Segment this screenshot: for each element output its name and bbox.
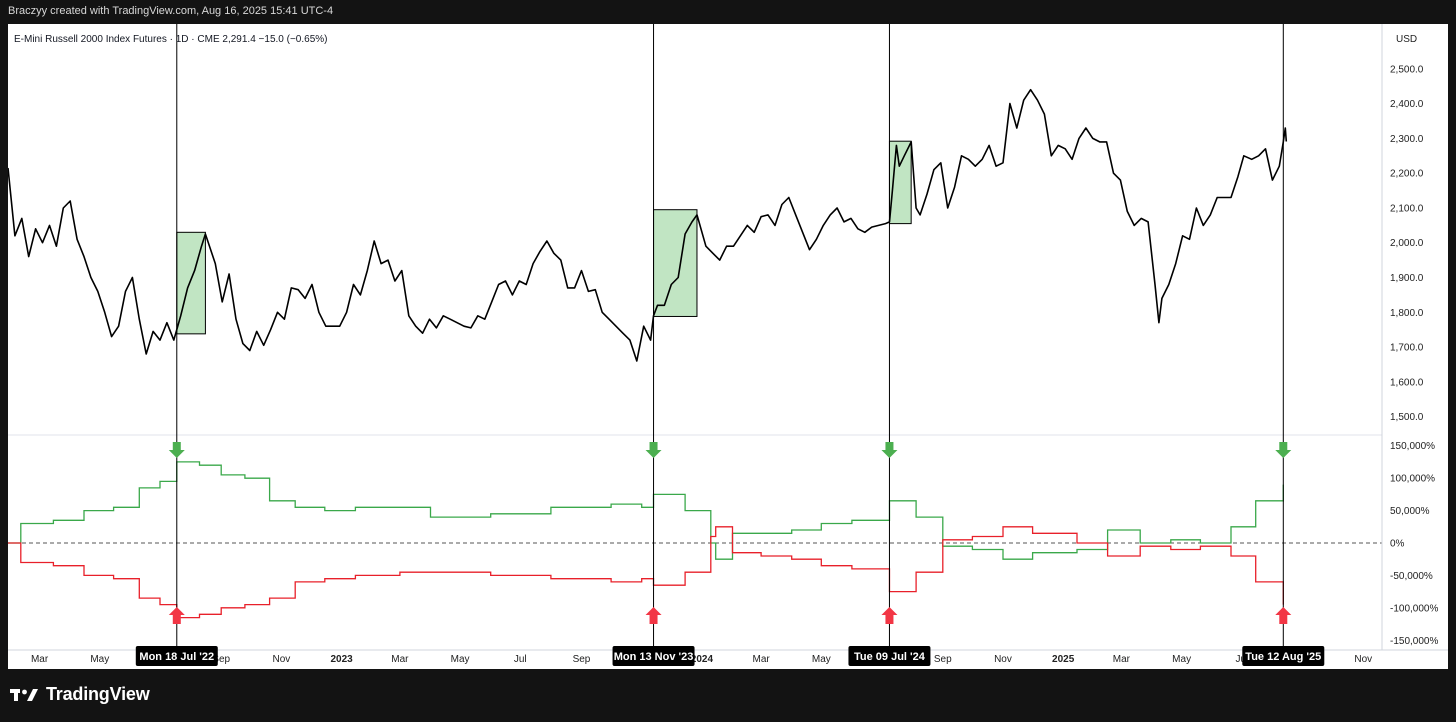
time-tick-label: May bbox=[1172, 654, 1191, 665]
attribution-text: Braczyy created with TradingView.com, Au… bbox=[8, 5, 334, 17]
currency-label: USD bbox=[1396, 34, 1417, 45]
signal-date-label: Mon 13 Nov '23 bbox=[614, 651, 694, 663]
attribution-bar: Braczyy created with TradingView.com, Au… bbox=[0, 0, 1456, 24]
price-tick-label: 1,900.0 bbox=[1390, 273, 1424, 284]
osc-tick-label: 150,000% bbox=[1390, 441, 1435, 452]
time-tick-label: Sep bbox=[212, 654, 230, 665]
signal-up-arrow-icon bbox=[645, 607, 662, 624]
time-tick-label: Nov bbox=[273, 654, 291, 665]
signal-up-arrow-icon bbox=[1275, 607, 1292, 624]
osc-tick-label: -150,000% bbox=[1390, 636, 1438, 647]
tradingview-logo[interactable]: TradingView bbox=[10, 684, 150, 705]
time-tick-label: Nov bbox=[994, 654, 1012, 665]
signal-down-arrow-icon bbox=[168, 442, 185, 458]
price-tick-label: 2,500.0 bbox=[1390, 64, 1424, 75]
osc-tick-label: 0% bbox=[1390, 539, 1405, 550]
osc-tick-label: -50,000% bbox=[1390, 571, 1433, 582]
symbol-legend: E-Mini Russell 2000 Index Futures · 1D ·… bbox=[14, 34, 327, 45]
chart-panel[interactable]: 1,500.0 1,600.0 1,700.0 1,800.0 1,900.0 2,000… bbox=[8, 24, 1448, 669]
time-tick-label: Mar bbox=[753, 654, 771, 665]
tradingview-logo-icon bbox=[10, 688, 38, 701]
time-tick-label: Nov bbox=[1354, 654, 1372, 665]
signal-up-arrow-icon bbox=[168, 607, 185, 624]
time-tick-label: 2023 bbox=[331, 654, 354, 665]
signal-date-tag bbox=[1242, 646, 1325, 666]
signal-down-arrow-icon bbox=[1275, 442, 1292, 458]
price-series-line bbox=[8, 88, 1288, 362]
time-tick-label: Mar bbox=[391, 654, 409, 665]
price-tick-label: 1,700.0 bbox=[1390, 343, 1424, 354]
time-tick-label: Mar bbox=[1113, 654, 1131, 665]
price-axis-background bbox=[1382, 24, 1448, 669]
signal-date-tag bbox=[135, 646, 218, 666]
time-tick-label: 2024 bbox=[691, 654, 714, 665]
signal-date-tag bbox=[848, 646, 931, 666]
price-chart[interactable]: 1,500.0 1,600.0 1,700.0 1,800.0 1,900.0 2,000… bbox=[8, 24, 1448, 669]
footer-bar: TradingView bbox=[0, 669, 1456, 722]
price-tick-label: 2,300.0 bbox=[1390, 134, 1424, 145]
price-tick-label: 1,500.0 bbox=[1390, 412, 1424, 423]
time-tick-label: Sep bbox=[934, 654, 952, 665]
time-tick-label: May bbox=[451, 654, 470, 665]
price-tick-label: 2,100.0 bbox=[1390, 203, 1424, 214]
time-tick-label: Sep bbox=[573, 654, 591, 665]
signal-date-label: Tue 09 Jul '24 bbox=[854, 651, 926, 663]
osc-green-series bbox=[8, 461, 1284, 560]
time-tick-label: May bbox=[90, 654, 109, 665]
signal-down-arrow-icon bbox=[881, 442, 898, 458]
time-tick-label: 2025 bbox=[1052, 654, 1075, 665]
time-tick-label: May bbox=[812, 654, 831, 665]
osc-tick-label: 50,000% bbox=[1390, 506, 1430, 517]
highlight-box bbox=[653, 209, 698, 317]
signal-date-tag bbox=[612, 646, 695, 666]
signal-down-arrow-icon bbox=[645, 442, 662, 458]
signal-date-label: Tue 12 Aug '25 bbox=[1245, 651, 1321, 663]
price-tick-label: 1,600.0 bbox=[1390, 377, 1424, 388]
price-tick-label: 2,000.0 bbox=[1390, 238, 1424, 249]
price-tick-label: 2,400.0 bbox=[1390, 99, 1424, 110]
price-tick-label: 2,200.0 bbox=[1390, 169, 1424, 180]
tradingview-brand: TradingView bbox=[46, 684, 150, 704]
osc-tick-label: -100,000% bbox=[1390, 603, 1438, 614]
price-tick-label: 1,800.0 bbox=[1390, 308, 1424, 319]
osc-red-series bbox=[8, 526, 1284, 619]
time-tick-label: Mar bbox=[31, 654, 49, 665]
time-tick-label: Jul bbox=[1235, 654, 1248, 665]
signal-date-label: Mon 18 Jul '22 bbox=[139, 651, 214, 663]
time-tick-label: Jul bbox=[514, 654, 527, 665]
signal-up-arrow-icon bbox=[881, 607, 898, 624]
osc-tick-label: 100,000% bbox=[1390, 474, 1435, 485]
